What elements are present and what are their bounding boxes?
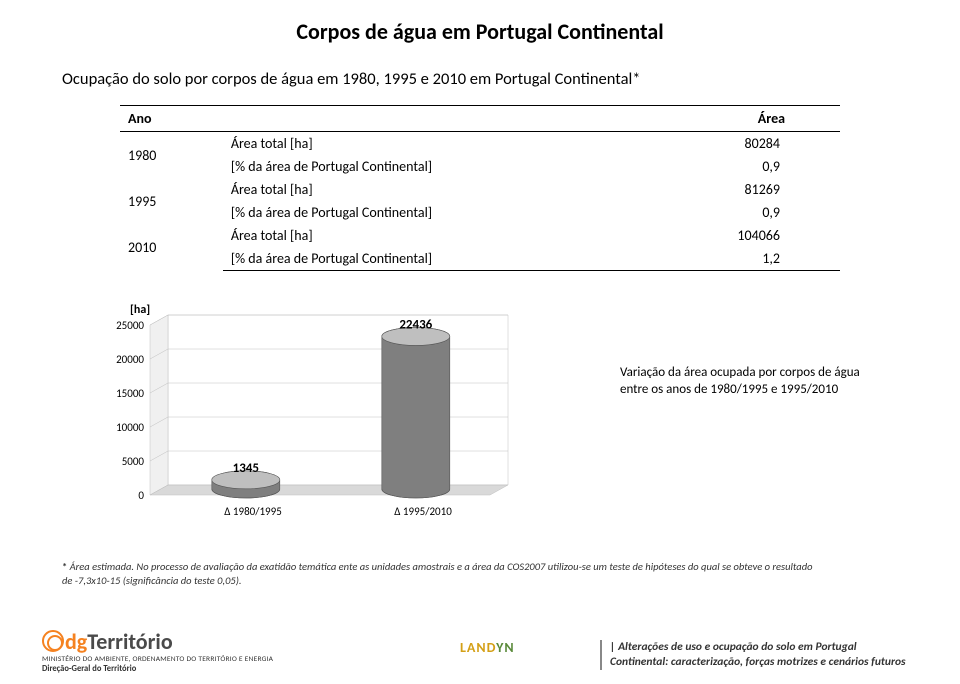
data-table: Ano Área 1980 Área total [ha] 80284 [% d… — [120, 105, 840, 271]
cell-label: Área total [ha] — [223, 224, 703, 247]
cell-value: 80284 — [703, 132, 840, 156]
svg-text:25000: 25000 — [116, 319, 144, 332]
table-row: [% da área de Portugal Continental] 0,9 — [120, 201, 840, 224]
footer-r2: Continental: caracterização, forças motr… — [610, 655, 906, 669]
cell-label: [% da área de Portugal Continental] — [223, 201, 703, 224]
table-row: [% da área de Portugal Continental] 1,2 — [120, 247, 840, 271]
footnote: * Área estimada. No processo de avaliaçã… — [62, 560, 822, 587]
ministry-line: MINISTÉRIO DO AMBIENTE, ORDENAMENTO DO T… — [42, 655, 273, 664]
svg-text:15000: 15000 — [116, 387, 144, 400]
cell-value: 81269 — [703, 178, 840, 201]
dir-line: Direção-Geral do Território — [42, 664, 273, 674]
svg-text:10000: 10000 — [116, 421, 144, 434]
svg-text:Δ 1995/2010: Δ 1995/2010 — [394, 505, 452, 518]
brand-dg: dg — [65, 628, 87, 655]
cell-value: 0,9 — [703, 155, 840, 178]
th-area: Área — [703, 106, 840, 132]
bar-chart: 0 5000 10000 15000 20000 25000 [ha] 1345 Δ 1980/… — [108, 295, 528, 535]
footnote-text: Área estimada. No processo de avaliação … — [62, 560, 813, 587]
table-row: 1980 Área total [ha] 80284 — [120, 132, 840, 156]
globe-icon — [42, 630, 64, 652]
th-year: Ano — [120, 106, 223, 132]
cell-label: [% da área de Portugal Continental] — [223, 247, 703, 271]
table-row: 1995 Área total [ha] 81269 — [120, 178, 840, 201]
svg-text:20000: 20000 — [116, 353, 144, 366]
cell-value: 1,2 — [703, 247, 840, 271]
svg-text:Δ 1980/1995: Δ 1980/1995 — [224, 505, 282, 518]
footer-right: | Alterações de uso e ocupação do solo e… — [600, 640, 940, 670]
cell-label: Área total [ha] — [223, 132, 703, 156]
svg-text:1345: 1345 — [233, 461, 259, 476]
cell-year: 1995 — [120, 178, 223, 224]
logo-landyn: LANDYN — [460, 639, 515, 656]
footer-r1: Alterações de uso e ocupação do solo em … — [618, 640, 857, 654]
cell-year: 1980 — [120, 132, 223, 179]
cell-label: [% da área de Portugal Continental] — [223, 155, 703, 178]
svg-text:[ha]: [ha] — [130, 303, 150, 317]
svg-text:22436: 22436 — [399, 317, 432, 332]
cell-value: 104066 — [703, 224, 840, 247]
cell-value: 0,9 — [703, 201, 840, 224]
page-subtitle: Ocupação do solo por corpos de água em 1… — [0, 45, 960, 99]
th-spacer — [223, 106, 703, 132]
page-title: Corpos de água em Portugal Continental — [0, 0, 960, 45]
table-row: 2010 Área total [ha] 104066 — [120, 224, 840, 247]
logo-dgt: dgTerritório MINISTÉRIO DO AMBIENTE, ORD… — [42, 628, 273, 674]
chart-zone: 0 5000 10000 15000 20000 25000 [ha] 1345 Δ 1980/… — [0, 295, 960, 545]
svg-text:0: 0 — [138, 489, 144, 502]
chart-caption: Variação da área ocupada por corpos de á… — [620, 365, 880, 399]
cell-year: 2010 — [120, 224, 223, 271]
brand-rest: Território — [87, 628, 172, 655]
footer: dgTerritório MINISTÉRIO DO AMBIENTE, ORD… — [0, 618, 960, 684]
svg-text:5000: 5000 — [122, 455, 145, 468]
table-row: [% da área de Portugal Continental] 0,9 — [120, 155, 840, 178]
cell-label: Área total [ha] — [223, 178, 703, 201]
